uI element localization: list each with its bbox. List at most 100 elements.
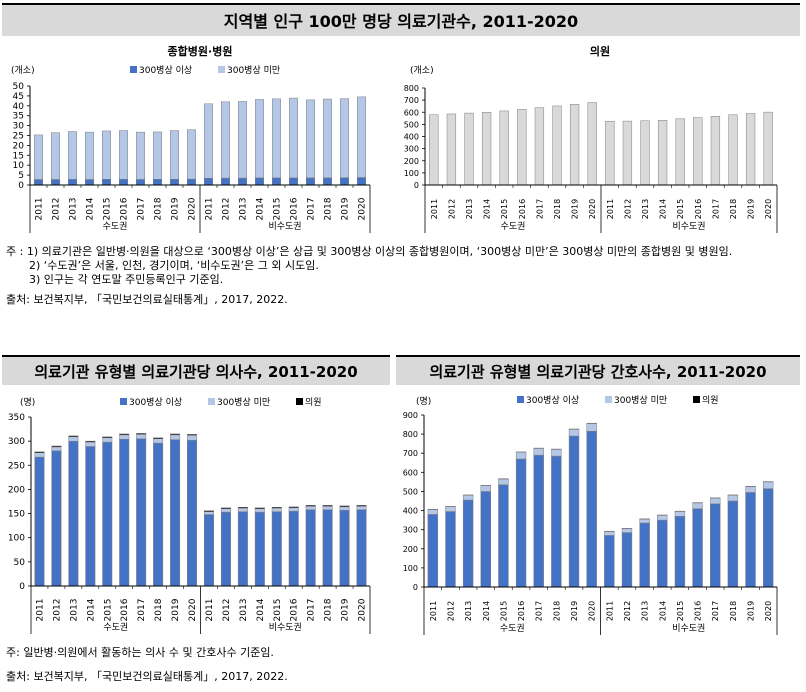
clinics-chart-title: 의원 bbox=[590, 44, 610, 58]
clinics-bar bbox=[745, 113, 756, 186]
doctors-x-tick-label: 2015 bbox=[103, 599, 113, 622]
hospitals-bar bbox=[289, 97, 298, 179]
nurses-bar bbox=[551, 449, 562, 457]
nurses-legend-label: 의원 bbox=[702, 395, 719, 406]
doctors-bar bbox=[136, 434, 147, 439]
doctors-x-tick-label: 2020 bbox=[188, 598, 198, 621]
clinics-bar bbox=[481, 112, 492, 186]
clinics-bar bbox=[657, 120, 668, 186]
nurses-bar bbox=[462, 499, 474, 588]
top-section-title: 지역별 인구 100만 명당 의료기관수, 2011-2020 bbox=[2, 3, 800, 36]
doctors-bar bbox=[119, 433, 130, 436]
clinics-y-tick-label: 800 bbox=[404, 84, 419, 93]
clinics-y-tick-label: 500 bbox=[404, 120, 419, 129]
nurses-bar bbox=[533, 454, 544, 588]
nurses-x-tick-label: 2020 bbox=[764, 601, 773, 621]
doctors-bar bbox=[85, 446, 96, 587]
hospitals-bar bbox=[51, 179, 60, 186]
clinics-x-tick-label: 2014 bbox=[483, 199, 492, 219]
clinics-bar bbox=[710, 116, 721, 186]
doctors-x-tick-label: 2018 bbox=[324, 598, 334, 621]
nurses-bar bbox=[745, 492, 756, 588]
nurses-bar bbox=[674, 511, 686, 517]
doctors-bar bbox=[322, 505, 333, 507]
hospitals-bar bbox=[323, 177, 332, 186]
top-note-3: 3) 인구는 각 연도말 주민등록인구 기준임. bbox=[29, 273, 224, 286]
nurses-bar bbox=[427, 509, 439, 515]
doctors-bar bbox=[322, 506, 333, 510]
nurses-x-tick-label: 2013 bbox=[464, 601, 473, 621]
hospitals-x-tick-label: 2013 bbox=[239, 198, 249, 221]
doctors-bar bbox=[288, 510, 299, 587]
clinics-bar bbox=[605, 120, 615, 186]
clinics-bar bbox=[569, 103, 580, 186]
hospitals-bar bbox=[306, 177, 315, 186]
hospitals-bar bbox=[221, 101, 230, 179]
hospitals-y-tick-label: 25 bbox=[13, 132, 24, 142]
nurses-x-tick-label: 2016 bbox=[694, 601, 703, 621]
clinics-group-label: 비수도권 bbox=[672, 220, 705, 232]
top-note-1: 주 : 1) 의료기관은 일반병·의원을 대상으로 ‘300병상 이상’은 상급… bbox=[6, 245, 733, 258]
nurses-x-tick-label: 2011 bbox=[605, 601, 614, 621]
clinics-x-tick-label: 2020 bbox=[588, 199, 597, 219]
doctors-bar bbox=[305, 506, 316, 510]
doctors-x-tick-label: 2017 bbox=[307, 599, 317, 622]
hospitals-y-tick-label: 45 bbox=[13, 92, 24, 102]
clinics-bar bbox=[464, 112, 474, 186]
nurses-bar bbox=[445, 511, 456, 588]
hospitals-bar bbox=[34, 134, 43, 180]
nurses-y-tick-label: 300 bbox=[403, 526, 418, 535]
nurses-x-tick-label: 2018 bbox=[552, 601, 561, 621]
clinics-x-tick-label: 2013 bbox=[465, 199, 474, 219]
nurses-y-tick-label: 0 bbox=[413, 583, 418, 592]
nurses-x-tick-label: 2017 bbox=[711, 601, 720, 621]
clinics-bar bbox=[499, 110, 509, 186]
doctors-bar bbox=[85, 441, 96, 447]
nurses-bar bbox=[727, 500, 739, 588]
doctors-y-tick-label: 300 bbox=[8, 437, 25, 447]
hospitals-group-label: 수도권 bbox=[103, 220, 128, 232]
doctors-bar bbox=[356, 509, 367, 587]
nurses-legend-swatch bbox=[693, 396, 700, 403]
hospitals-bar bbox=[323, 98, 332, 179]
clinics-bar bbox=[622, 120, 633, 186]
hospitals-legend-swatch bbox=[218, 66, 225, 73]
hospitals-x-tick-label: 2019 bbox=[341, 197, 351, 220]
doctors-bar bbox=[102, 441, 113, 587]
doctors-x-tick-label: 2016 bbox=[290, 598, 300, 621]
doctors-x-tick-label: 2012 bbox=[222, 599, 232, 622]
doctors-bar bbox=[305, 505, 316, 507]
hospitals-bar bbox=[340, 177, 349, 186]
hospitals-x-tick-label: 2014 bbox=[256, 197, 266, 220]
hospitals-bar bbox=[357, 96, 366, 178]
nurses-legend-swatch bbox=[605, 396, 612, 403]
doctors-bar bbox=[34, 456, 45, 587]
nurses-bar bbox=[427, 514, 439, 588]
hospitals-bar bbox=[187, 178, 196, 186]
doctors-bar bbox=[170, 433, 181, 436]
doctors-legend-label: 300병상 미만 bbox=[217, 397, 270, 408]
hospitals-bar bbox=[238, 177, 247, 186]
doctors-bar bbox=[203, 514, 214, 587]
nurses-y-tick-label: 400 bbox=[403, 507, 418, 516]
clinics-bar bbox=[728, 114, 738, 186]
doctors-bar bbox=[322, 509, 333, 587]
hospitals-x-tick-label: 2012 bbox=[52, 198, 62, 221]
clinics-y-tick-label: 200 bbox=[404, 157, 419, 166]
hospitals-x-tick-label: 2015 bbox=[103, 198, 113, 221]
hospitals-x-tick-label: 2014 bbox=[86, 197, 96, 220]
nurses-bar bbox=[480, 485, 491, 492]
doctors-bar bbox=[34, 452, 45, 458]
nurses-bar bbox=[604, 531, 615, 536]
hospitals-bar bbox=[306, 99, 315, 179]
clinics-x-tick-label: 2020 bbox=[764, 199, 773, 219]
hospitals-bar bbox=[357, 177, 366, 186]
nurses-bar bbox=[621, 532, 633, 588]
doctors-bar bbox=[136, 438, 147, 587]
doctors-bar bbox=[68, 436, 79, 442]
clinics-x-tick-label: 2014 bbox=[659, 199, 668, 219]
hospitals-x-tick-label: 2015 bbox=[273, 198, 283, 221]
doctors-y-tick-label: 100 bbox=[8, 534, 25, 544]
hospitals-x-tick-label: 2018 bbox=[154, 197, 164, 220]
hospitals-bar bbox=[85, 131, 94, 180]
